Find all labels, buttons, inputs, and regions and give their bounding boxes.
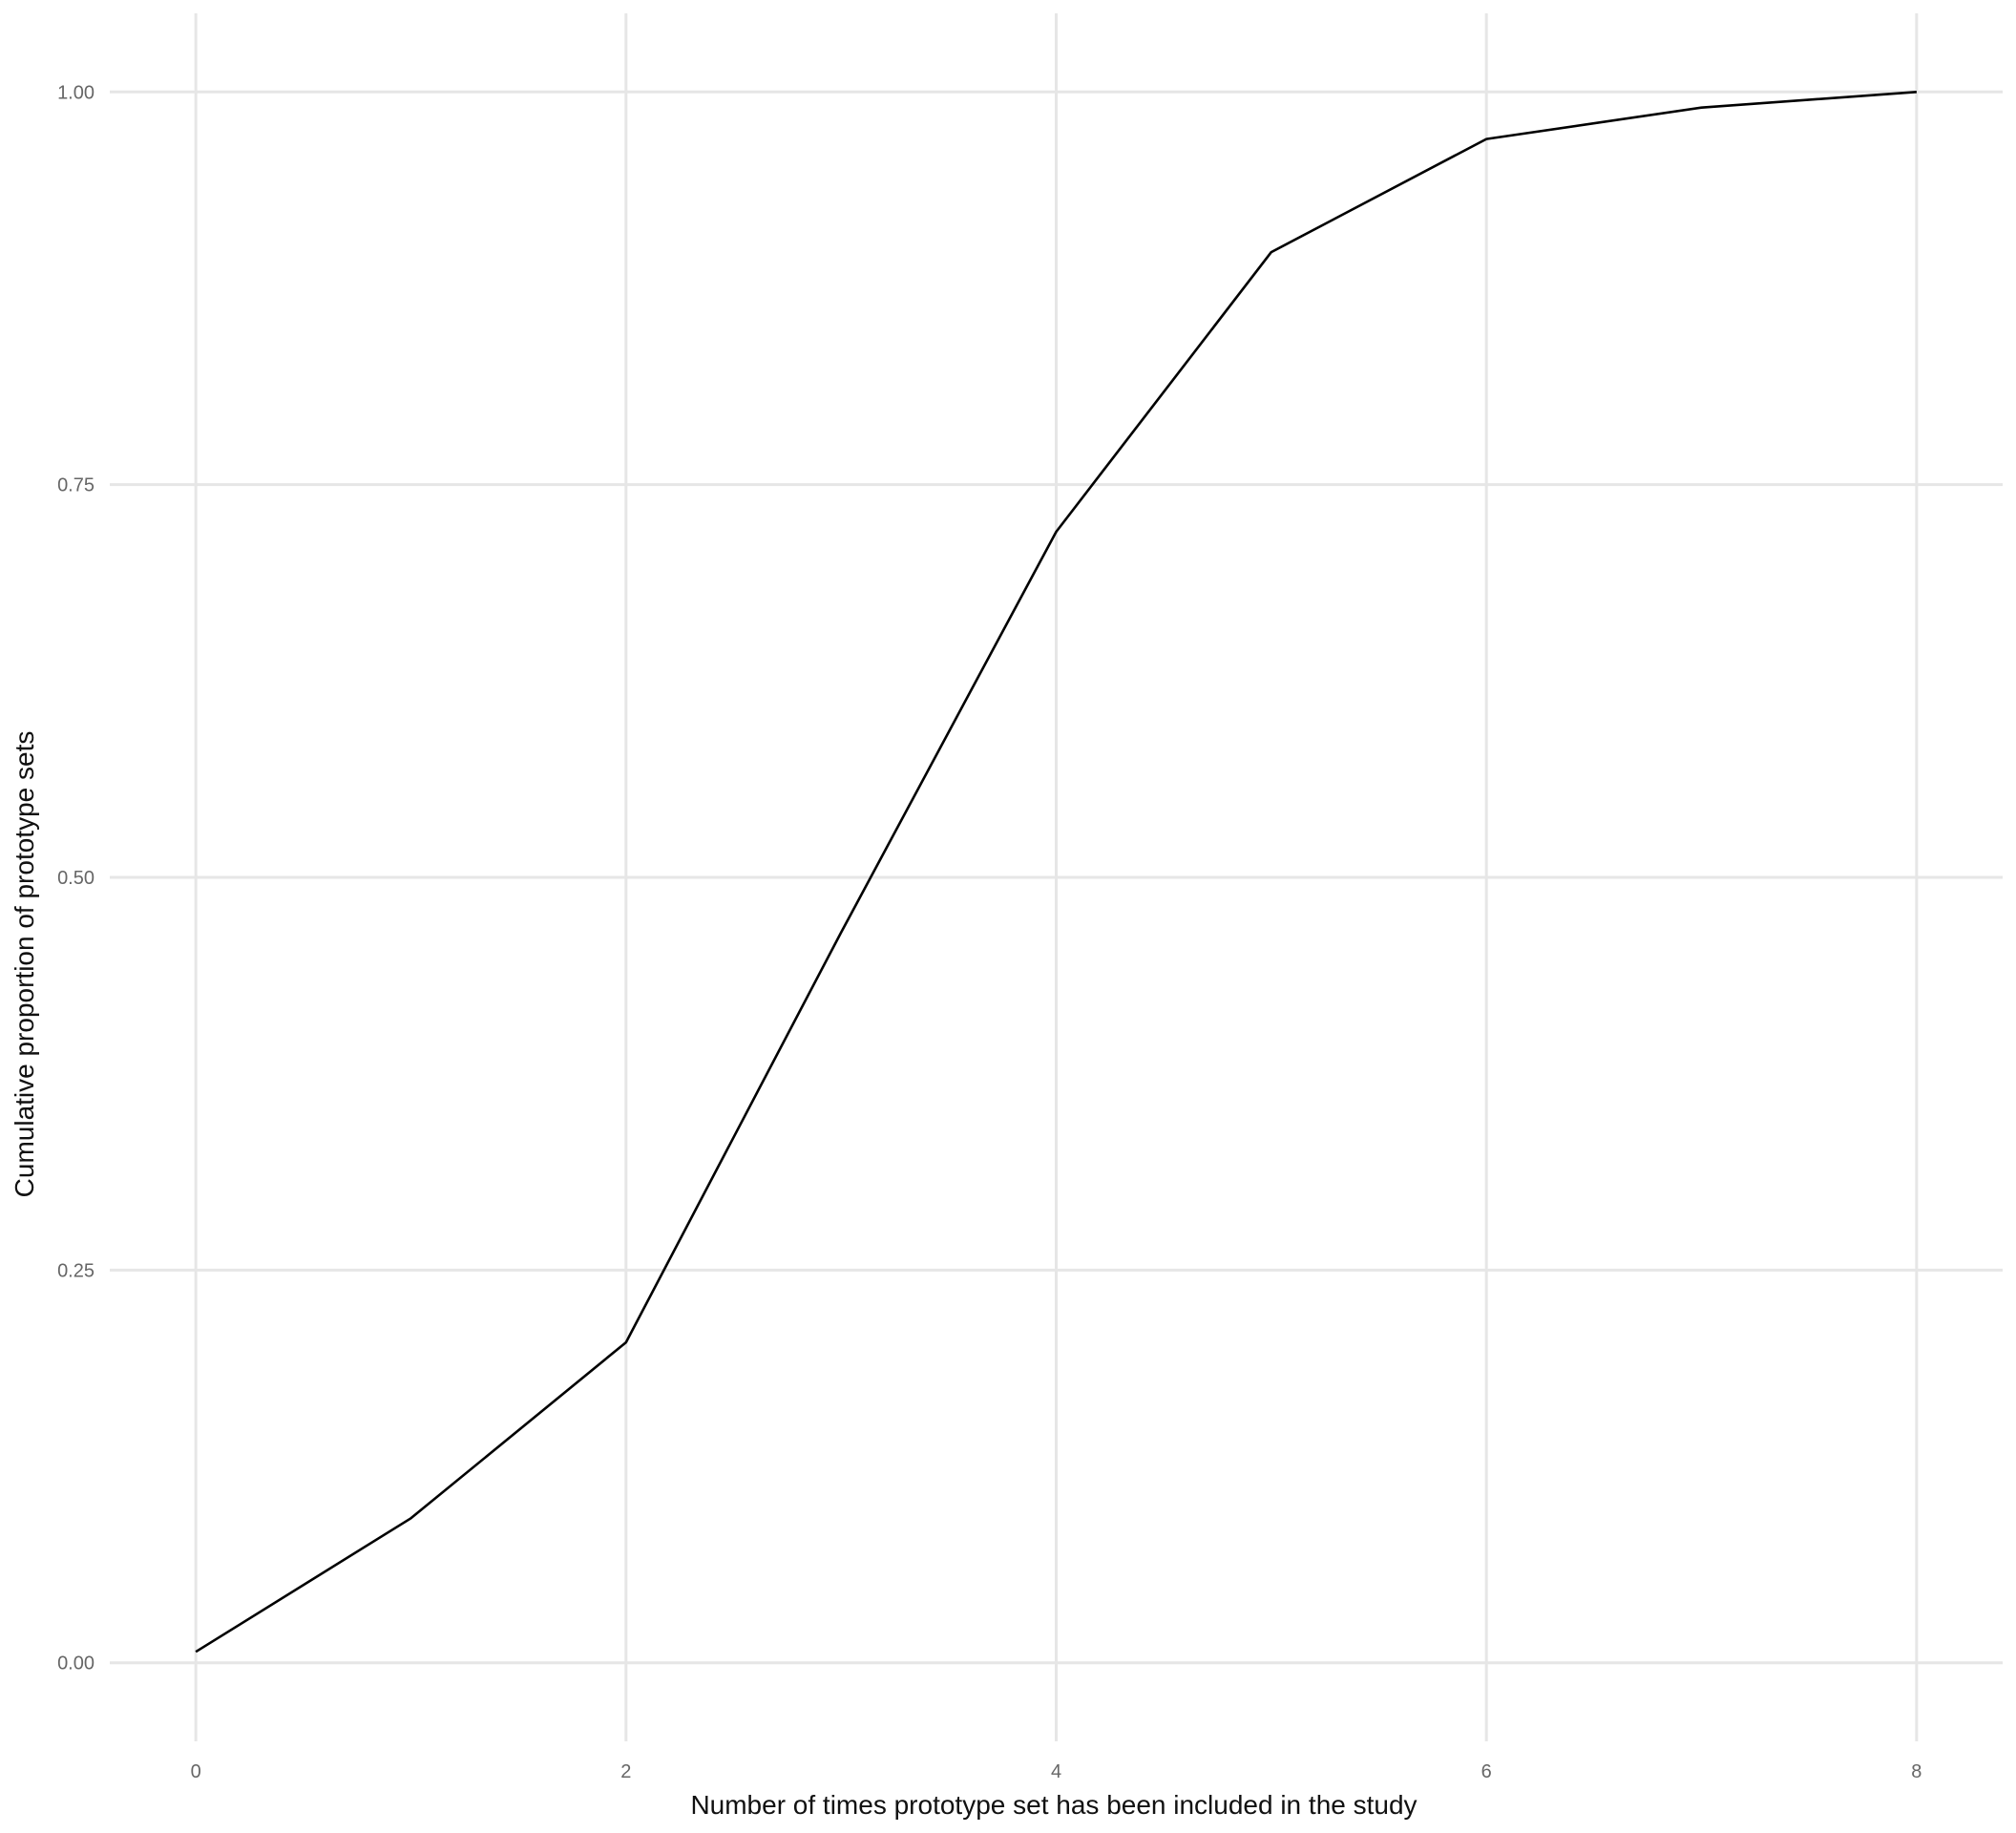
- x-tick-label: 2: [620, 1761, 631, 1782]
- x-tick-label: 4: [1051, 1761, 1061, 1782]
- y-tick-label: 0.50: [57, 868, 94, 889]
- y-axis-ticks: 0.00 0.25 0.50 0.75 1.00: [57, 82, 94, 1674]
- x-axis-title: Number of times prototype set has been i…: [690, 1790, 1417, 1820]
- x-tick-label: 0: [191, 1761, 201, 1782]
- y-tick-label: 1.00: [57, 82, 94, 103]
- x-tick-label: 8: [1911, 1761, 1922, 1782]
- y-tick-label: 0.75: [57, 475, 94, 496]
- x-axis-ticks: 0 2 4 6 8: [191, 1761, 1922, 1782]
- series-layer: [195, 91, 1917, 1654]
- x-tick-label: 6: [1481, 1761, 1492, 1782]
- y-axis-title: Cumulative proportion of prototype sets: [10, 731, 39, 1198]
- y-tick-label: 0.00: [57, 1654, 94, 1675]
- y-tick-label: 0.25: [57, 1260, 94, 1281]
- grid-layer: [110, 13, 2003, 1741]
- series-line: [195, 91, 1917, 1654]
